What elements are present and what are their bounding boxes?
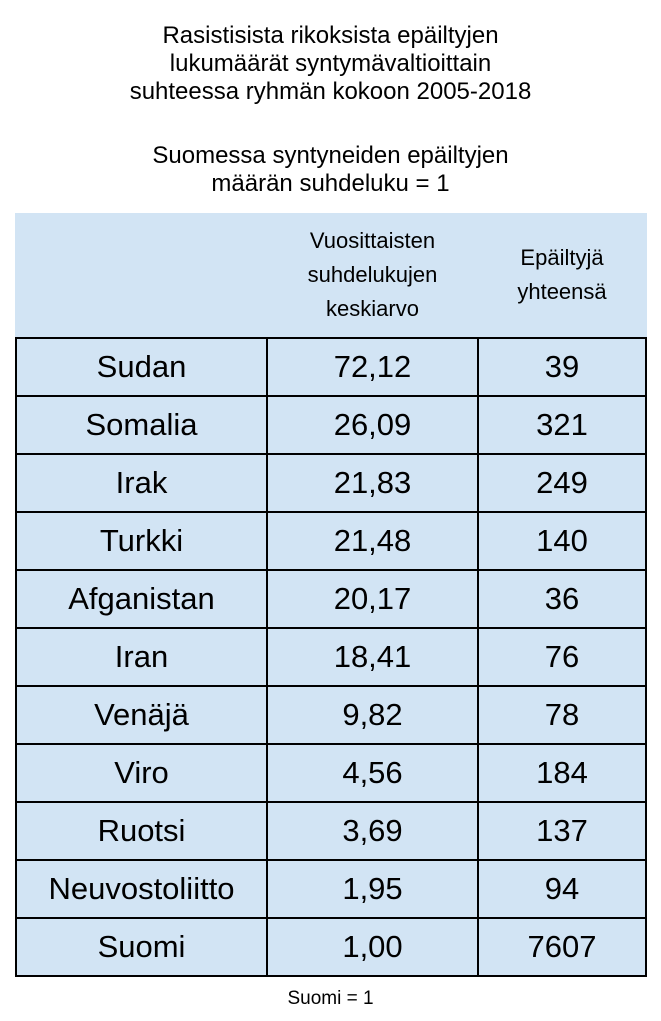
header-cell: Vuosittaisten suhdelukujen keskiarvo	[267, 213, 478, 339]
subtitle: Suomessa syntyneiden epäiltyjen määrän su…	[0, 142, 661, 198]
table-cell: Afganistan	[15, 569, 268, 629]
table-cell: 184	[477, 743, 647, 803]
table-row: Iran 18,41 76	[15, 627, 647, 687]
table-cell: 78	[477, 685, 647, 745]
header-line: suhdelukujen	[307, 262, 438, 287]
table-cell: 1,00	[266, 917, 479, 977]
table-cell: 21,83	[266, 453, 479, 513]
title-line: Suomessa syntyneiden epäiltyjen	[152, 142, 509, 169]
title-line: Rasistisista rikoksista epäiltyjen	[162, 22, 499, 49]
table-row: Viro 4,56 184	[15, 743, 647, 803]
table-row: Turkki 21,48 140	[15, 511, 647, 571]
table-cell: Suomi	[15, 917, 268, 977]
title-line: suhteessa ryhmän kokoon 2005-2018	[129, 78, 532, 105]
table-body: Sudan 72,12 39 Somalia 26,09 321 Irak 21,83 249 T…	[15, 337, 647, 977]
header-line: Epäiltyjä	[520, 245, 604, 270]
title-line: lukumäärät syntymävaltioittain	[169, 50, 492, 77]
table-cell: Iran	[15, 627, 268, 687]
table-cell: 26,09	[266, 395, 479, 455]
title: Rasistisista rikoksista epäiltyjen lukumä…	[0, 22, 661, 106]
table-row: Ruotsi 3,69 137	[15, 801, 647, 861]
table-cell: Viro	[15, 743, 268, 803]
table-cell: 72,12	[266, 337, 479, 397]
table-row: Venäjä 9,82 78	[15, 685, 647, 745]
header-line: yhteensä	[517, 279, 607, 304]
header-line: keskiarvo	[326, 296, 419, 321]
table-cell: 21,48	[266, 511, 479, 571]
title-line: määrän suhdeluku = 1	[211, 170, 450, 197]
table-cell: Turkki	[15, 511, 268, 571]
table-cell: 3,69	[266, 801, 479, 861]
table-row: Somalia 26,09 321	[15, 395, 647, 455]
table-cell: 1,95	[266, 859, 479, 919]
table-cell: 249	[477, 453, 647, 513]
table-cell: Irak	[15, 453, 268, 513]
table-row: Suomi 1,00 7607	[15, 917, 647, 977]
table-cell: Venäjä	[15, 685, 268, 745]
table-cell: 7607	[477, 917, 647, 977]
table-cell: 36	[477, 569, 647, 629]
table-cell: 20,17	[266, 569, 479, 629]
header-cell: Epäiltyjä yhteensä	[478, 213, 646, 339]
header-cell	[16, 213, 267, 339]
table-cell: Neuvostoliitto	[15, 859, 268, 919]
table-cell: 18,41	[266, 627, 479, 687]
header-line: Vuosittaisten	[309, 228, 436, 253]
table-row: Neuvostoliitto 1,95 94	[15, 859, 647, 919]
table-row: Irak 21,83 249	[15, 453, 647, 513]
table-cell: 76	[477, 627, 647, 687]
table-row: Afganistan 20,17 36	[15, 569, 647, 629]
table-cell: 9,82	[266, 685, 479, 745]
table-cell: 321	[477, 395, 647, 455]
table-cell: 140	[477, 511, 647, 571]
footnote: Suomi = 1	[287, 988, 374, 1009]
table-cell: 137	[477, 801, 647, 861]
table-cell: Ruotsi	[15, 801, 268, 861]
table-cell: Sudan	[15, 337, 268, 397]
data-table: Vuosittaisten suhdelukujen keskiarvo Epäilt…	[15, 213, 647, 977]
table-cell: 94	[477, 859, 647, 919]
table-cell: Somalia	[15, 395, 268, 455]
header-row: Vuosittaisten suhdelukujen keskiarvo Epäilt…	[16, 213, 646, 339]
table-cell: 4,56	[266, 743, 479, 803]
table-row: Sudan 72,12 39	[15, 337, 647, 397]
table-cell: 39	[477, 337, 647, 397]
